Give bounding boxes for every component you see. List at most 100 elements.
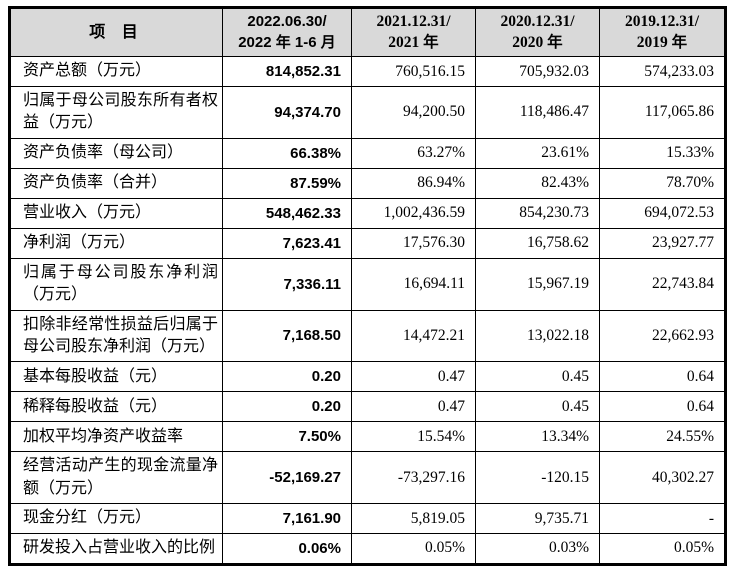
row-value: 7,168.50 bbox=[222, 309, 352, 363]
row-label: 稀释每股收益（元） bbox=[9, 391, 223, 423]
period-label: 2022 年 1-6 月 bbox=[238, 33, 336, 51]
row-value: 0.45 bbox=[475, 361, 600, 393]
row-label: 经营活动产生的现金流量净额（万元） bbox=[9, 451, 223, 505]
row-value: 13,022.18 bbox=[475, 309, 600, 363]
row-label: 研发投入占营业收入的比例 bbox=[9, 533, 223, 565]
table-body: 资产总额（万元） 814,852.31 760,516.15 705,932.03 57… bbox=[9, 56, 726, 565]
table-row: 资产负债率（合并） 87.59% 86.94% 82.43% 78.70% bbox=[9, 167, 726, 199]
table-row: 资产负债率（母公司） 66.38% 63.27% 23.61% 15.33% bbox=[9, 137, 726, 169]
row-label: 加权平均净资产收益率 bbox=[9, 421, 223, 453]
row-value: 118,486.47 bbox=[475, 86, 600, 139]
table-header: 项 目 2022.06.30/ 2022 年 1-6 月 2021.12.31/… bbox=[9, 7, 726, 57]
row-value: 40,302.27 bbox=[599, 451, 726, 505]
column-header-item: 项 目 bbox=[9, 7, 223, 57]
row-value: 16,758.62 bbox=[475, 227, 600, 259]
row-value: 7.50% bbox=[222, 421, 352, 453]
row-value: 7,336.11 bbox=[222, 257, 352, 311]
row-value: 117,065.86 bbox=[599, 86, 726, 139]
period-label: 2021 年 bbox=[388, 33, 439, 51]
row-value: 0.06% bbox=[222, 533, 352, 565]
row-value: 23,927.77 bbox=[599, 227, 726, 259]
row-value: 14,472.21 bbox=[351, 309, 476, 363]
row-value: -120.15 bbox=[475, 451, 600, 505]
column-header-2020: 2020.12.31/ 2020 年 bbox=[475, 7, 600, 57]
row-value: 0.03% bbox=[475, 533, 600, 565]
period-date: 2020.12.31/ bbox=[500, 12, 575, 30]
row-value: - bbox=[599, 503, 726, 535]
header-row: 项 目 2022.06.30/ 2022 年 1-6 月 2021.12.31/… bbox=[9, 7, 726, 57]
row-value: 814,852.31 bbox=[222, 56, 352, 87]
table-row: 归属于母公司股东净利润（万元） 7,336.11 16,694.11 15,967.1… bbox=[9, 257, 726, 311]
row-value: 705,932.03 bbox=[475, 56, 600, 87]
row-label: 现金分红（万元） bbox=[9, 503, 223, 535]
page: 项 目 2022.06.30/ 2022 年 1-6 月 2021.12.31/… bbox=[8, 6, 727, 566]
table-row: 经营活动产生的现金流量净额（万元） -52,169.27 -73,297.16 -12… bbox=[9, 451, 726, 505]
row-value: 0.05% bbox=[599, 533, 726, 565]
period-label: 2019 年 bbox=[636, 33, 688, 51]
row-value: 13.34% bbox=[475, 421, 600, 453]
column-header-2019: 2019.12.31/ 2019 年 bbox=[599, 7, 726, 57]
row-value: 0.05% bbox=[351, 533, 476, 565]
row-value: 16,694.11 bbox=[351, 257, 476, 311]
row-value: 854,230.73 bbox=[475, 197, 600, 229]
row-value: 22,743.84 bbox=[599, 257, 726, 311]
row-value: 7,161.90 bbox=[222, 503, 352, 535]
table-row: 加权平均净资产收益率 7.50% 15.54% 13.34% 24.55% bbox=[9, 421, 726, 453]
row-value: 22,662.93 bbox=[599, 309, 726, 363]
row-value: 24.55% bbox=[599, 421, 726, 453]
row-label: 资产总额（万元） bbox=[9, 56, 223, 87]
row-value: 63.27% bbox=[351, 137, 476, 169]
row-value: 0.64 bbox=[599, 361, 726, 393]
row-value: 94,200.50 bbox=[351, 86, 476, 139]
row-value: 694,072.53 bbox=[599, 197, 726, 229]
table-row: 净利润（万元） 7,623.41 17,576.30 16,758.62 23,927.… bbox=[9, 227, 726, 259]
row-label: 营业收入（万元） bbox=[9, 197, 223, 229]
row-value: 548,462.33 bbox=[222, 197, 352, 229]
table-row: 基本每股收益（元） 0.20 0.47 0.45 0.64 bbox=[9, 361, 726, 393]
column-header-2022: 2022.06.30/ 2022 年 1-6 月 bbox=[222, 7, 352, 57]
financial-table: 项 目 2022.06.30/ 2022 年 1-6 月 2021.12.31/… bbox=[8, 6, 727, 566]
table-row: 营业收入（万元） 548,462.33 1,002,436.59 854,230.73… bbox=[9, 197, 726, 229]
row-value: 87.59% bbox=[222, 167, 352, 199]
row-label: 资产负债率（合并） bbox=[9, 167, 223, 199]
table-row: 稀释每股收益（元） 0.20 0.47 0.45 0.64 bbox=[9, 391, 726, 423]
row-value: 94,374.70 bbox=[222, 86, 352, 139]
row-value: 15.54% bbox=[351, 421, 476, 453]
period-label: 2020 年 bbox=[512, 33, 563, 51]
row-value: 23.61% bbox=[475, 137, 600, 169]
row-value: 5,819.05 bbox=[351, 503, 476, 535]
table-row: 资产总额（万元） 814,852.31 760,516.15 705,932.03 57… bbox=[9, 56, 726, 87]
row-label: 归属于母公司股东所有者权益（万元） bbox=[9, 86, 223, 139]
row-label: 净利润（万元） bbox=[9, 227, 223, 259]
row-label: 资产负债率（母公司） bbox=[9, 137, 223, 169]
row-value: 574,233.03 bbox=[599, 56, 726, 87]
period-date: 2021.12.31/ bbox=[376, 12, 451, 30]
table-row: 归属于母公司股东所有者权益（万元） 94,374.70 94,200.50 118,4… bbox=[9, 86, 726, 139]
row-value: 0.45 bbox=[475, 391, 600, 423]
row-value: 15.33% bbox=[599, 137, 726, 169]
row-value: 66.38% bbox=[222, 137, 352, 169]
row-value: 86.94% bbox=[351, 167, 476, 199]
row-value: 82.43% bbox=[475, 167, 600, 199]
row-value: -52,169.27 bbox=[222, 451, 352, 505]
row-value: 1,002,436.59 bbox=[351, 197, 476, 229]
table-row: 现金分红（万元） 7,161.90 5,819.05 9,735.71- bbox=[9, 503, 726, 535]
table-row: 扣除非经常性损益后归属于母公司股东净利润（万元） 7,168.50 14,472.2… bbox=[9, 309, 726, 363]
period-date: 2022.06.30/ bbox=[247, 13, 327, 31]
row-value: 7,623.41 bbox=[222, 227, 352, 259]
row-value: 0.20 bbox=[222, 361, 352, 393]
row-value: 78.70% bbox=[599, 167, 726, 199]
row-label: 归属于母公司股东净利润（万元） bbox=[9, 257, 223, 311]
row-value: 17,576.30 bbox=[351, 227, 476, 259]
column-header-2021: 2021.12.31/ 2021 年 bbox=[351, 7, 476, 57]
row-value: 760,516.15 bbox=[351, 56, 476, 87]
row-label: 基本每股收益（元） bbox=[9, 361, 223, 393]
row-value: 0.47 bbox=[351, 391, 476, 423]
period-date: 2019.12.31/ bbox=[624, 12, 700, 30]
row-value: -73,297.16 bbox=[351, 451, 476, 505]
row-value: 9,735.71 bbox=[475, 503, 600, 535]
row-label: 扣除非经常性损益后归属于母公司股东净利润（万元） bbox=[9, 309, 223, 363]
row-value: 0.47 bbox=[351, 361, 476, 393]
row-value: 0.64 bbox=[599, 391, 726, 423]
table-row: 研发投入占营业收入的比例 0.06% 0.05% 0.03% 0.05% bbox=[9, 533, 726, 565]
